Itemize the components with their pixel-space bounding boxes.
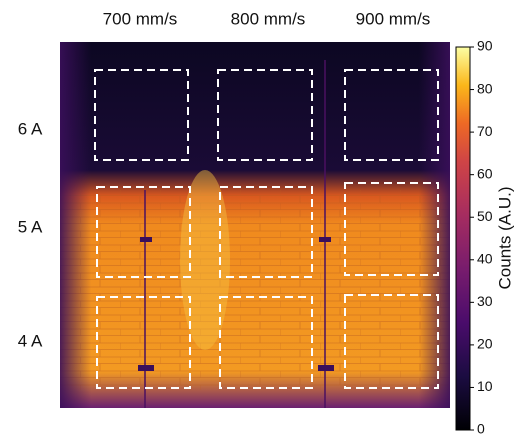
row-label: 5 A <box>18 217 43 236</box>
row-label: 6 A <box>18 119 43 138</box>
colorbar-tick-label: 30 <box>477 293 493 309</box>
colorbar-tick-label: 40 <box>477 250 493 266</box>
figure: Counts (A.U.) 700 mm/s 800 mm/s 900 mm/s 6 … <box>0 0 520 435</box>
colorbar-tick-label: 20 <box>477 336 493 352</box>
colorbar-tick-label: 10 <box>477 378 493 394</box>
colorbar-tick-label: 90 <box>477 38 493 54</box>
column-label: 700 mm/s <box>103 9 178 28</box>
colorbar-tick-label: 50 <box>477 208 493 224</box>
colorbar-tick-label: 60 <box>477 165 493 181</box>
column-label: 900 mm/s <box>356 9 431 28</box>
image <box>60 42 450 408</box>
colorbar-tick-label: 80 <box>477 80 493 96</box>
column-label: 800 mm/s <box>231 9 306 28</box>
colorbar-tick-label: 70 <box>477 123 493 139</box>
colorbar <box>456 47 470 430</box>
row-label: 4 A <box>18 331 43 350</box>
colorbar-label: Counts (A.U.) <box>495 187 514 290</box>
colorbar-tick-label: 0 <box>477 421 485 435</box>
